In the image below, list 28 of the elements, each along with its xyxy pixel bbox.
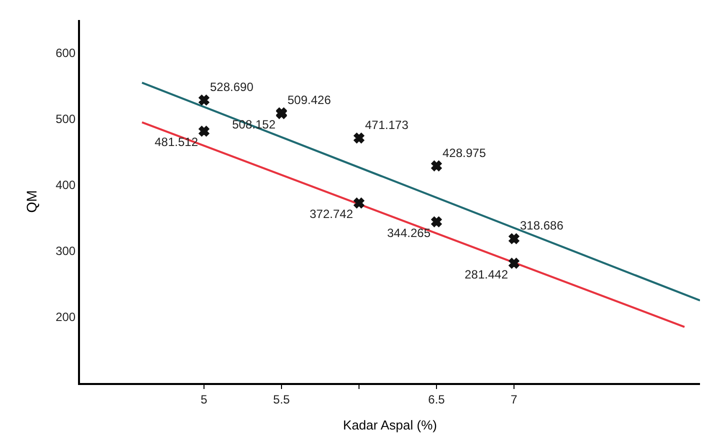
data-label: 318.686 <box>520 218 564 233</box>
x-tick-label: 5.5 <box>273 392 290 406</box>
data-label: 428.975 <box>442 146 486 160</box>
point <box>198 94 210 106</box>
data-label: 528.690 <box>210 80 254 94</box>
y-tick-label: 200 <box>56 310 76 324</box>
point <box>198 126 210 136</box>
y-tick-label: 300 <box>56 244 76 258</box>
point <box>354 132 364 144</box>
y-tick-label: 600 <box>56 46 76 60</box>
point <box>354 198 364 208</box>
data-label: 344.265 <box>387 226 431 240</box>
data-label: 481.512 <box>154 135 198 150</box>
data-label: 281.442 <box>464 267 508 282</box>
x-tick-label: 5 <box>200 392 208 406</box>
point <box>431 216 442 228</box>
point <box>508 233 520 244</box>
point <box>508 258 520 269</box>
x-tick-label: 6.5 <box>428 392 446 406</box>
data-label: 471.173 <box>365 118 409 132</box>
point <box>431 160 442 172</box>
data-label: 509.426 <box>288 92 332 107</box>
x-tick-label: 7 <box>510 392 518 406</box>
y-tick-label: 500 <box>56 112 76 126</box>
y-axis-title: QM <box>24 190 40 213</box>
x-axis-title: Kadar Aspal (%) <box>343 418 437 432</box>
data-label: 372.742 <box>310 206 354 221</box>
y-tick-label: 400 <box>56 178 76 192</box>
